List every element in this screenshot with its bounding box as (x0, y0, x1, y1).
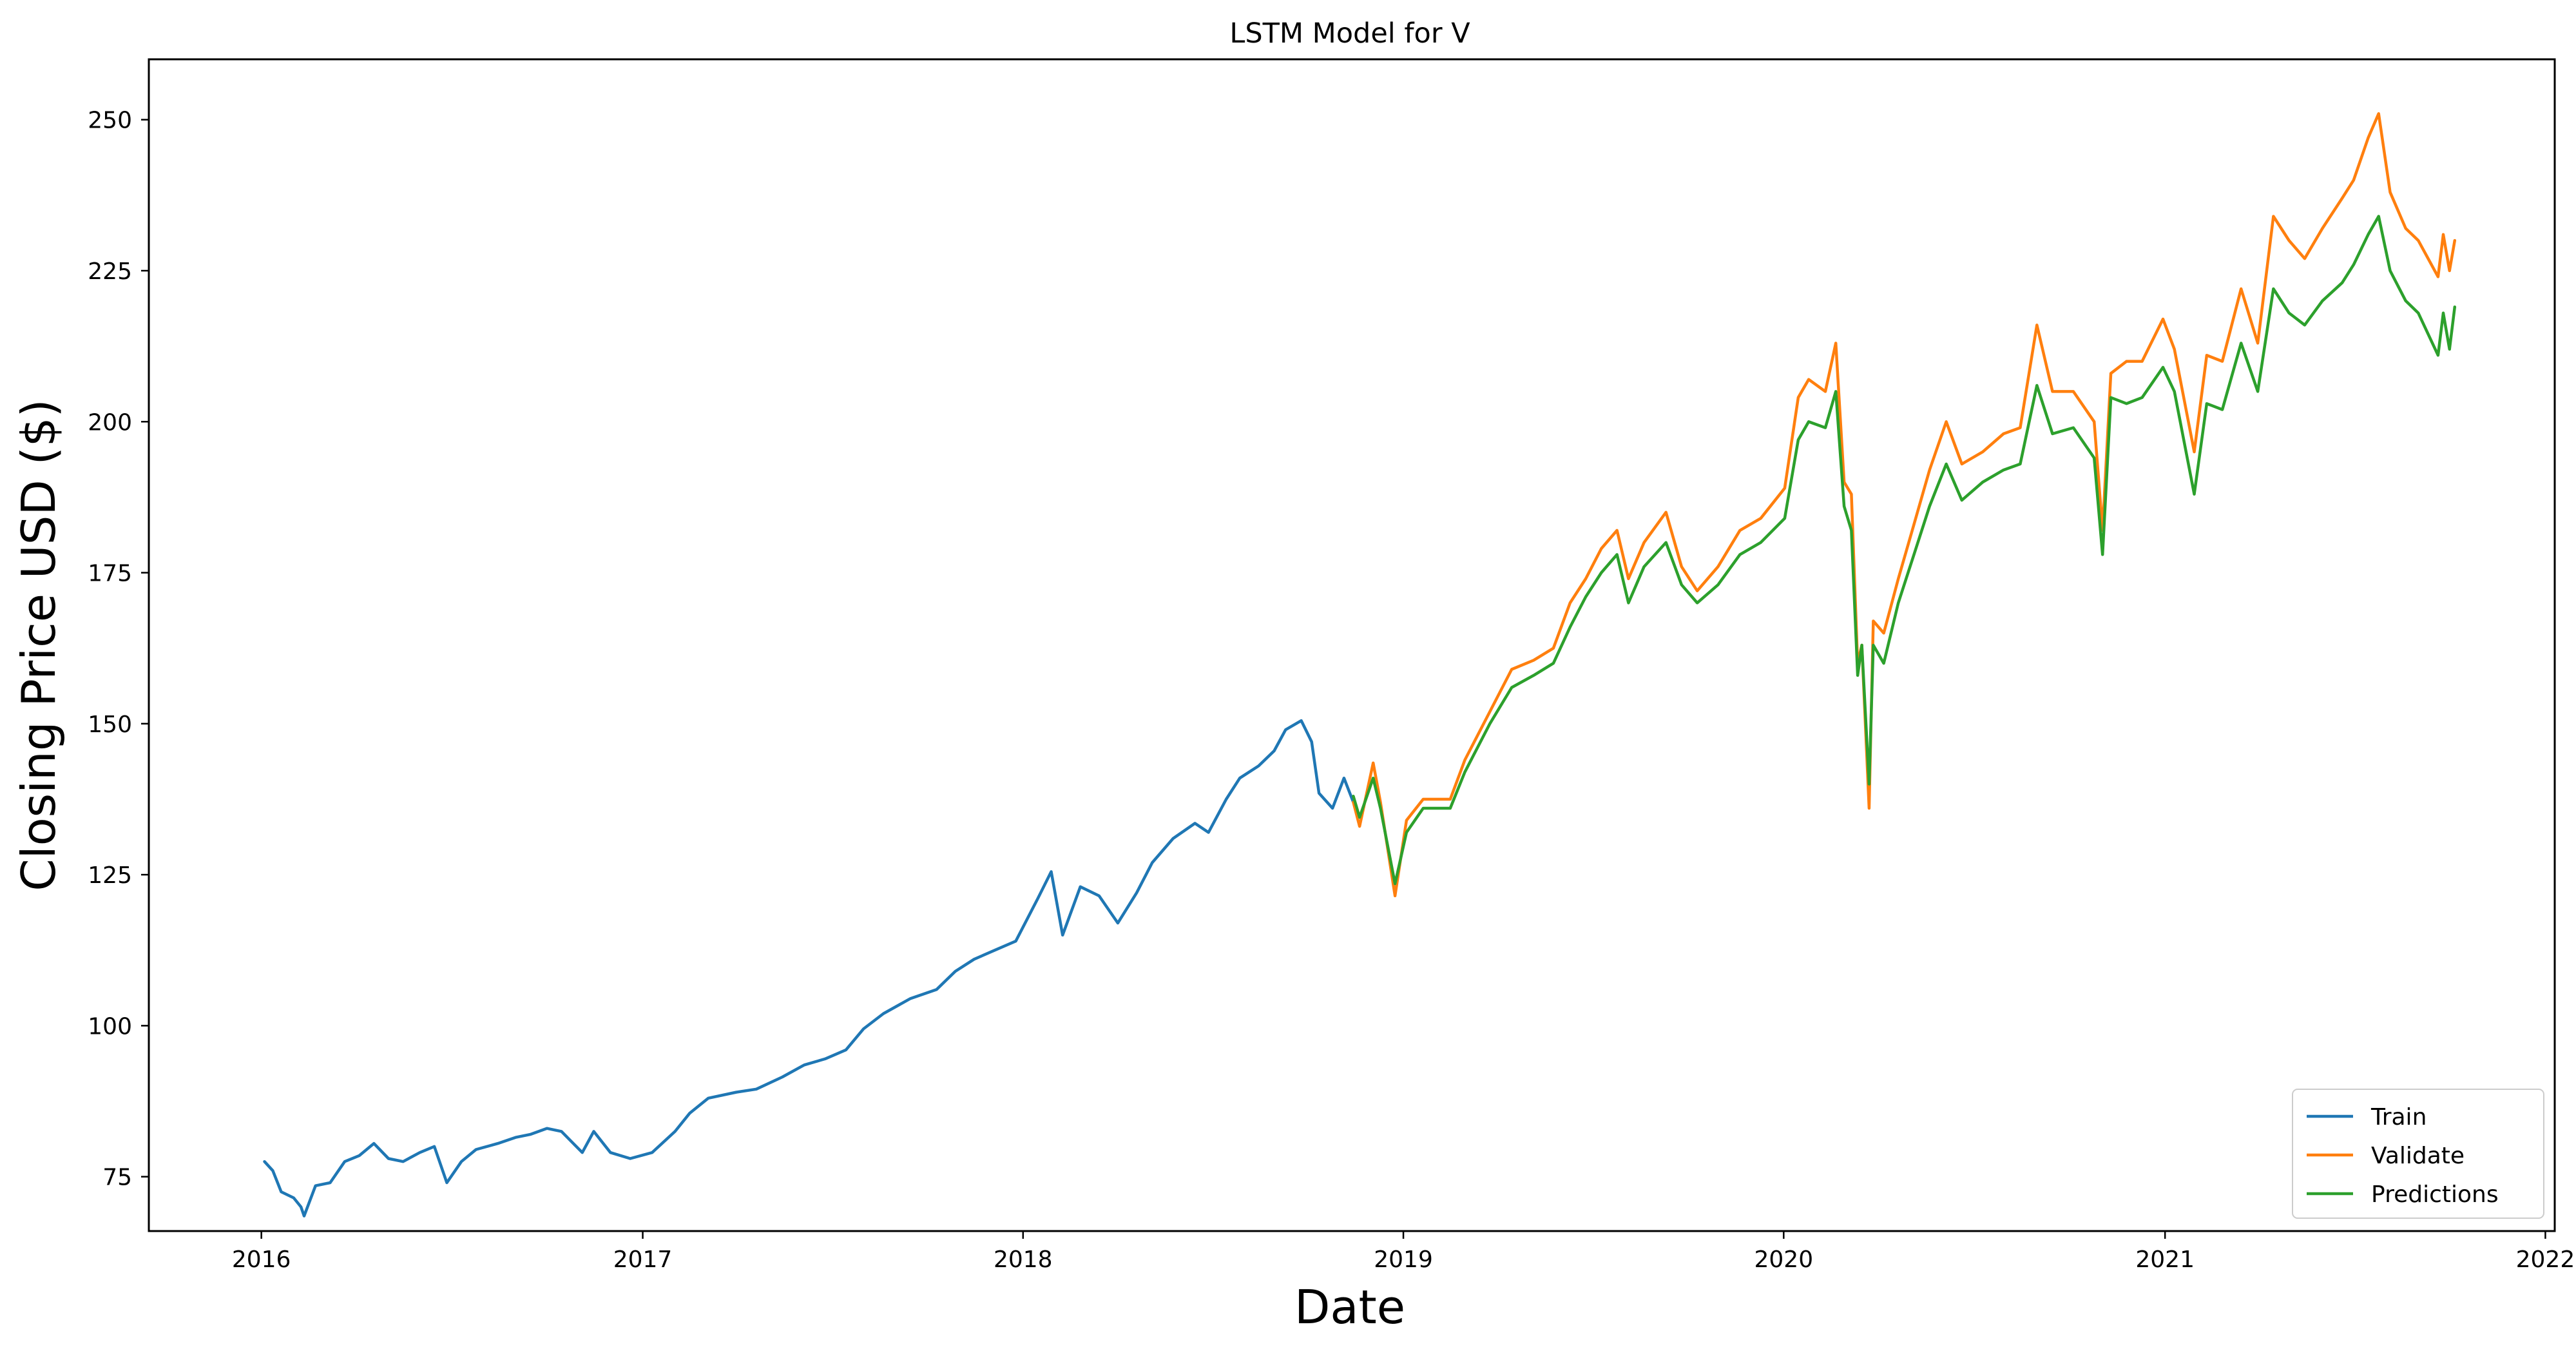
x-axis: 2016 2017 2018 2019 2020 2021 2022 (232, 1231, 2575, 1273)
legend-label-train: Train (2370, 1104, 2427, 1131)
x-tick-label: 2016 (232, 1247, 291, 1273)
y-tick-label: 125 (88, 862, 132, 889)
x-tick-label: 2021 (2135, 1247, 2195, 1273)
legend-frame (2292, 1089, 2544, 1219)
legend: Train Validate Predictions (2292, 1089, 2544, 1219)
series-layer (263, 112, 2457, 1218)
series-line-train (263, 719, 1355, 1218)
y-axis: 75 100 125 150 175 200 225 250 (88, 108, 149, 1191)
x-tick-label: 2022 (2516, 1247, 2575, 1273)
y-tick-label: 175 (88, 561, 132, 587)
y-tick-label: 75 (102, 1165, 132, 1191)
y-axis-title: Closing Price USD ($) (12, 399, 66, 891)
series-line-validate (1352, 112, 2457, 898)
plot-area (148, 58, 2556, 1232)
x-tick-label: 2019 (1374, 1247, 1433, 1273)
y-tick-label: 225 (88, 258, 132, 285)
x-tick-label: 2018 (994, 1247, 1053, 1273)
x-axis-title: Date (1294, 1280, 1405, 1334)
y-tick-label: 150 (88, 712, 132, 738)
series-line-predictions (1352, 215, 2457, 886)
legend-label-validate: Validate (2371, 1143, 2465, 1169)
y-tick-label: 250 (88, 108, 132, 134)
y-tick-label: 200 (88, 409, 132, 436)
chart-title: LSTM Model for V (1229, 17, 1470, 50)
x-tick-label: 2020 (1754, 1247, 1813, 1273)
y-tick-label: 100 (88, 1013, 132, 1040)
x-tick-label: 2017 (613, 1247, 673, 1273)
plot-border (148, 58, 2556, 1232)
legend-label-predictions: Predictions (2371, 1181, 2499, 1208)
